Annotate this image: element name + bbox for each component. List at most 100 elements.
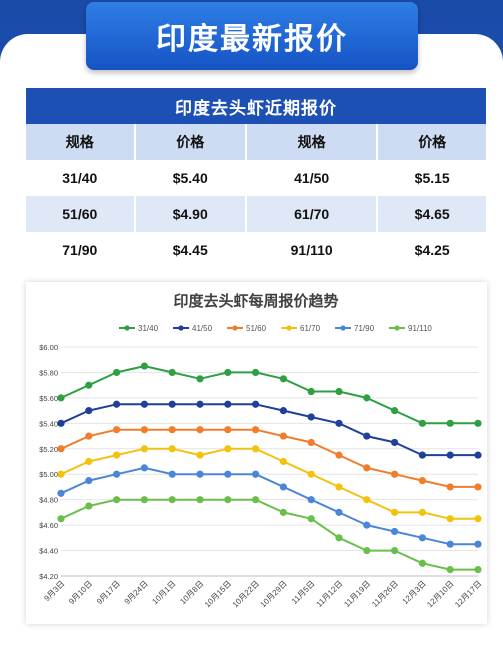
data-point [335,483,343,491]
data-point [391,438,399,447]
x-tick-label: 9月10日 [67,579,94,606]
data-point [474,419,482,427]
data-point [196,375,204,383]
x-tick-label: 11月12日 [315,579,345,609]
data-point [196,451,204,459]
data-point [418,476,426,485]
data-point [279,375,287,383]
legend-marker [178,325,184,331]
data-point [446,451,454,459]
data-point [57,445,65,453]
table-row: 31/40 $5.40 41/50 $5.15 [26,160,486,196]
y-tick-label: $4.20 [39,572,58,581]
header-price: 价格 [377,124,486,160]
legend-label: 61/70 [300,324,321,333]
x-tick-label: 10月8日 [178,579,205,606]
data-point [474,451,482,459]
x-tick-label: 9月17日 [95,579,122,606]
data-point [335,534,343,542]
data-point [307,387,315,396]
data-point [279,457,287,466]
data-point [224,400,232,408]
y-tick-label: $5.00 [39,470,58,479]
data-point [85,457,93,466]
data-point [474,515,482,523]
legend-label: 31/40 [138,324,159,333]
table-row: 71/90 $4.45 91/110 $4.25 [26,232,486,268]
data-point [446,483,454,491]
data-point [418,419,426,427]
data-point [252,445,260,453]
cell-spec: 41/50 [245,160,379,196]
chart-title: 印度去头虾每周报价趋势 [173,292,338,310]
data-point [140,400,148,408]
data-point [391,407,399,415]
x-tick-label: 12月17日 [453,579,483,609]
data-point [57,515,65,523]
data-point [391,470,399,478]
data-point [168,445,176,453]
data-point [252,400,260,408]
legend-marker [232,325,238,331]
header-price: 价格 [134,124,247,160]
data-point [252,496,260,504]
data-point [391,508,399,516]
data-point [307,438,315,447]
y-tick-label: $5.80 [39,368,58,377]
data-point [140,496,148,504]
data-point [363,432,371,440]
data-point [224,426,232,434]
cell-spec: 51/60 [26,196,136,232]
series-line [60,447,478,520]
data-point [446,515,454,523]
x-tick-label: 9月3日 [42,579,66,603]
data-point [113,400,121,408]
data-point [252,368,260,377]
data-point [279,483,287,491]
cell-spec: 31/40 [26,160,136,196]
cell-price: $4.90 [134,196,247,232]
data-point [363,394,371,402]
x-tick-label: 10月22日 [231,579,261,609]
page-title: 印度最新报价 [86,2,418,70]
data-point [85,476,93,485]
table-header-row: 规格 价格 规格 价格 [26,124,486,160]
data-point [168,368,176,377]
data-point [57,394,65,402]
data-point [168,470,176,478]
legend-marker [124,325,130,331]
data-point [391,546,399,555]
data-point [57,489,65,497]
data-point [446,419,454,427]
data-point [196,470,204,478]
header-spec: 规格 [245,124,379,160]
data-point [85,432,93,440]
data-point [363,464,371,472]
data-point [113,451,121,459]
legend-label: 91/110 [408,324,432,333]
data-point [335,451,343,459]
data-point [279,432,287,440]
data-point [307,470,315,478]
legend-marker [394,325,400,331]
data-point [196,496,204,504]
y-tick-label: $6.00 [39,343,58,352]
data-point [446,540,454,548]
data-point [113,368,121,377]
cell-price: $5.40 [134,160,247,196]
data-point [279,407,287,415]
data-point [224,470,232,478]
data-point [418,534,426,542]
x-tick-label: 12月10日 [425,579,455,609]
x-tick-label: 10月29日 [259,579,289,609]
data-point [391,527,399,536]
series-line [60,428,478,488]
x-tick-label: 9月24日 [123,579,150,606]
cell-spec: 91/110 [245,232,379,268]
data-point [113,496,121,504]
legend-marker [286,325,292,331]
data-point [140,445,148,453]
trend-line-chart: 印度去头虾每周报价趋势 31/40 41/50 51/60 61/70 71/90 91/1… [39,292,483,609]
x-tick-label: 11月19日 [342,579,372,609]
legend-label: 71/90 [354,324,375,333]
